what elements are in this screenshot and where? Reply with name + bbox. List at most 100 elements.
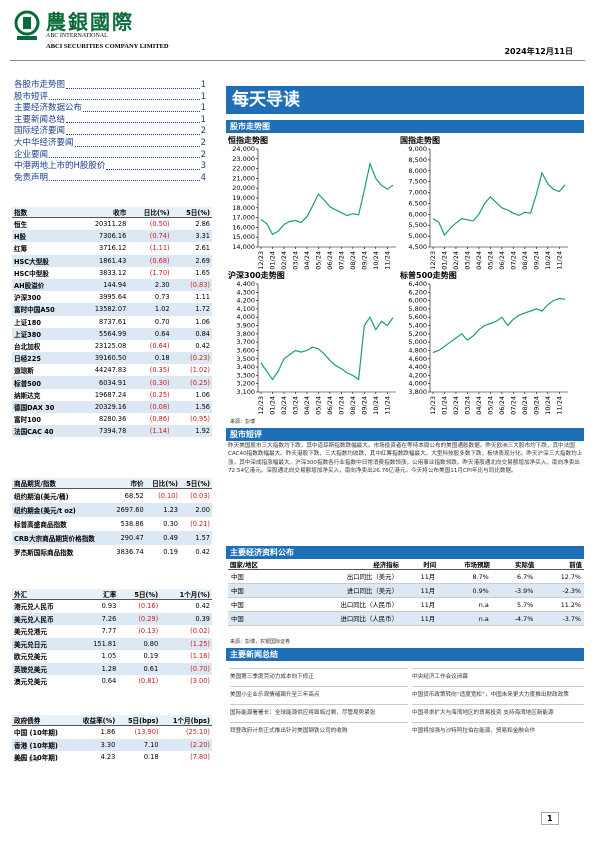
toc-dots	[83, 103, 200, 112]
row: 上证380 5564.99 0.64 0.84	[12, 327, 212, 340]
x-tick-label: 04/24	[475, 251, 483, 270]
cell: 7.77	[101, 627, 117, 636]
cell: (1.11)	[149, 244, 170, 253]
toc: 各股市走势图 1 股市短评 1 主要经济数据公布 1 主要新闻总结 1 国际经济要闻 2 大中华经济…	[14, 80, 206, 184]
section-heading: 股市短评	[226, 428, 584, 441]
cell: (0.86)	[149, 415, 170, 424]
header-row: 外汇 汇率 5日(%) 1个月(%)	[12, 589, 212, 600]
cell: 44247.83	[94, 366, 127, 375]
cell: 39160.50	[76, 352, 129, 365]
date: 2024年12月11日	[504, 47, 573, 56]
cell: 德国DAX 30	[12, 400, 77, 413]
toc-page: 2	[200, 137, 206, 148]
y-tick-label: 6,200	[408, 288, 427, 296]
toc-title: 国际经济要闻	[14, 126, 66, 137]
x-tick-label: 03/24	[291, 251, 299, 270]
row: 欧元兑美元 1.05 0.19 (1.16)	[12, 650, 212, 663]
cell: (0.08)	[128, 400, 172, 413]
y-tick-label: 18,000	[232, 204, 255, 212]
x-tick-label: 12/23	[429, 396, 437, 415]
cell: 12.7%	[536, 569, 584, 584]
cell: 欧元兑美元	[14, 653, 47, 662]
row: 日经225 39160.50 0.18 (0.23)	[12, 352, 212, 365]
cell: (0.81)	[138, 677, 159, 686]
x-tick-label: 12/23	[257, 396, 265, 415]
cell: 151.81	[77, 637, 119, 650]
y-tick-label: 7,500	[408, 178, 427, 186]
indices-table: 指数 收市 日比(%) 5日(%) 恒生 20311.28 (0.50) 2.86 H股 7306…	[12, 207, 212, 438]
cell: (0.29)	[118, 612, 161, 625]
row: 标普500 6034.91 (0.30) (0.25)	[12, 376, 212, 389]
cell: 23125.08	[94, 341, 127, 350]
y-tick-label: 9,000	[408, 145, 427, 153]
cell: 中国	[228, 611, 286, 626]
row: HSC中型股 3833.12 (1.70) 1.65	[12, 267, 212, 279]
x-tick-label: 01/24	[268, 396, 276, 415]
row: CRB大宗商品期货价格指数 290.47 0.49 1.57	[12, 531, 212, 545]
x-tick-label: 02/24	[280, 396, 288, 415]
column-header: 日比(%)	[128, 207, 172, 218]
y-tick-label: 16,000	[232, 223, 255, 231]
cell: (0.10)	[158, 492, 178, 500]
toc-dots	[66, 80, 200, 89]
table: 外汇 汇率 5日(%) 1个月(%) 港元兑人民币 0.93 (0.16) 0.42 美元兑人民…	[12, 589, 212, 688]
chart-title: 国指走势图	[400, 136, 440, 145]
cell: -4.7%	[491, 611, 537, 626]
x-tick-label: 03/24	[463, 251, 471, 270]
y-tick-label: 6,000	[408, 210, 427, 218]
x-tick-label: 01/24	[268, 251, 276, 270]
bonds-table: 政府债券 收益率(%) 5日(bps) 1个月(bps) 中国 (10年期) 1.86 (1…	[12, 715, 212, 764]
column-header: 经济指标	[285, 560, 401, 570]
x-tick-label: 06/24	[326, 396, 334, 415]
toc-title: 股市短评	[14, 91, 49, 102]
toc-title: 主要经济数据公布	[14, 103, 83, 114]
toc-title: 中港两地上市的H股股价	[14, 161, 106, 172]
toc-title: 企业要闻	[14, 149, 49, 160]
y-tick-label: 4,800	[408, 346, 427, 354]
cell: (3.00)	[190, 677, 210, 686]
cell: n.a	[438, 597, 492, 612]
cell: 2697.60	[109, 503, 146, 517]
news-item: 国际能源署署长：全球能源供应将面临过剩，尽管局势紧张	[230, 704, 408, 722]
y-tick-label: 4,600	[408, 355, 427, 363]
cell: 纽约期金(美元/t oz)	[12, 503, 110, 517]
row: 道琼斯 44247.83 (0.35) (1.02)	[12, 364, 212, 376]
toc-page: 1	[200, 80, 206, 90]
column-header: 指数	[12, 207, 77, 218]
cell: 1.65	[195, 268, 210, 277]
x-tick-label: 09/24	[360, 396, 368, 415]
x-tick-label: 12/23	[257, 251, 265, 270]
toc-title: 主要新闻总结	[14, 114, 66, 125]
cell: 出口同比（人民币）	[285, 597, 401, 612]
cell: 澳元兑美元	[14, 678, 47, 687]
column-header: 国家/地区	[228, 560, 286, 570]
x-tick-label: 02/24	[452, 396, 460, 415]
cell: 5564.99	[76, 327, 129, 340]
x-tick-label: 07/24	[337, 396, 345, 415]
cell: 上证180	[14, 318, 41, 327]
table: 指数 收市 日比(%) 5日(%) 恒生 20311.28 (0.50) 2.86 H股 7306…	[12, 207, 212, 438]
cell: 中国	[228, 583, 286, 598]
row: 富时100 8280.36 (0.86) (0.95)	[12, 413, 212, 425]
y-tick-label: 3,800	[236, 330, 255, 338]
cell: 1.02	[128, 303, 172, 316]
cell: (0.70)	[160, 662, 212, 675]
cell: 0.39	[160, 612, 212, 625]
commodities-table: 商品期货/指数 市价 日比(%) 5日(%) 纽约期油(美元/桶) 68.52 (0.10)…	[12, 478, 212, 559]
news-right: 中央经济工作会议闭幕 中国货币政策转向“适度宽松”，中国未来更大力度推出财政政策中…	[412, 668, 584, 740]
x-tick-label: 10/24	[544, 396, 552, 415]
column-header: 5日(%)	[179, 478, 212, 489]
cell: 进口同比（人民币）	[285, 611, 401, 626]
y-tick-label: 21,000	[232, 174, 255, 182]
y-tick-label: 20,000	[232, 184, 255, 192]
cell: 1.05	[101, 652, 117, 661]
column-header: 前值	[536, 560, 584, 570]
cell: 0.73	[154, 293, 170, 302]
cell: 中国 (10年期)	[14, 729, 58, 738]
x-tick-label: 08/24	[349, 396, 357, 415]
cell: 1.92	[171, 425, 212, 438]
y-tick-label: 4,300	[236, 288, 255, 296]
toc-dots	[49, 150, 200, 159]
cell: 0.18	[143, 753, 159, 762]
